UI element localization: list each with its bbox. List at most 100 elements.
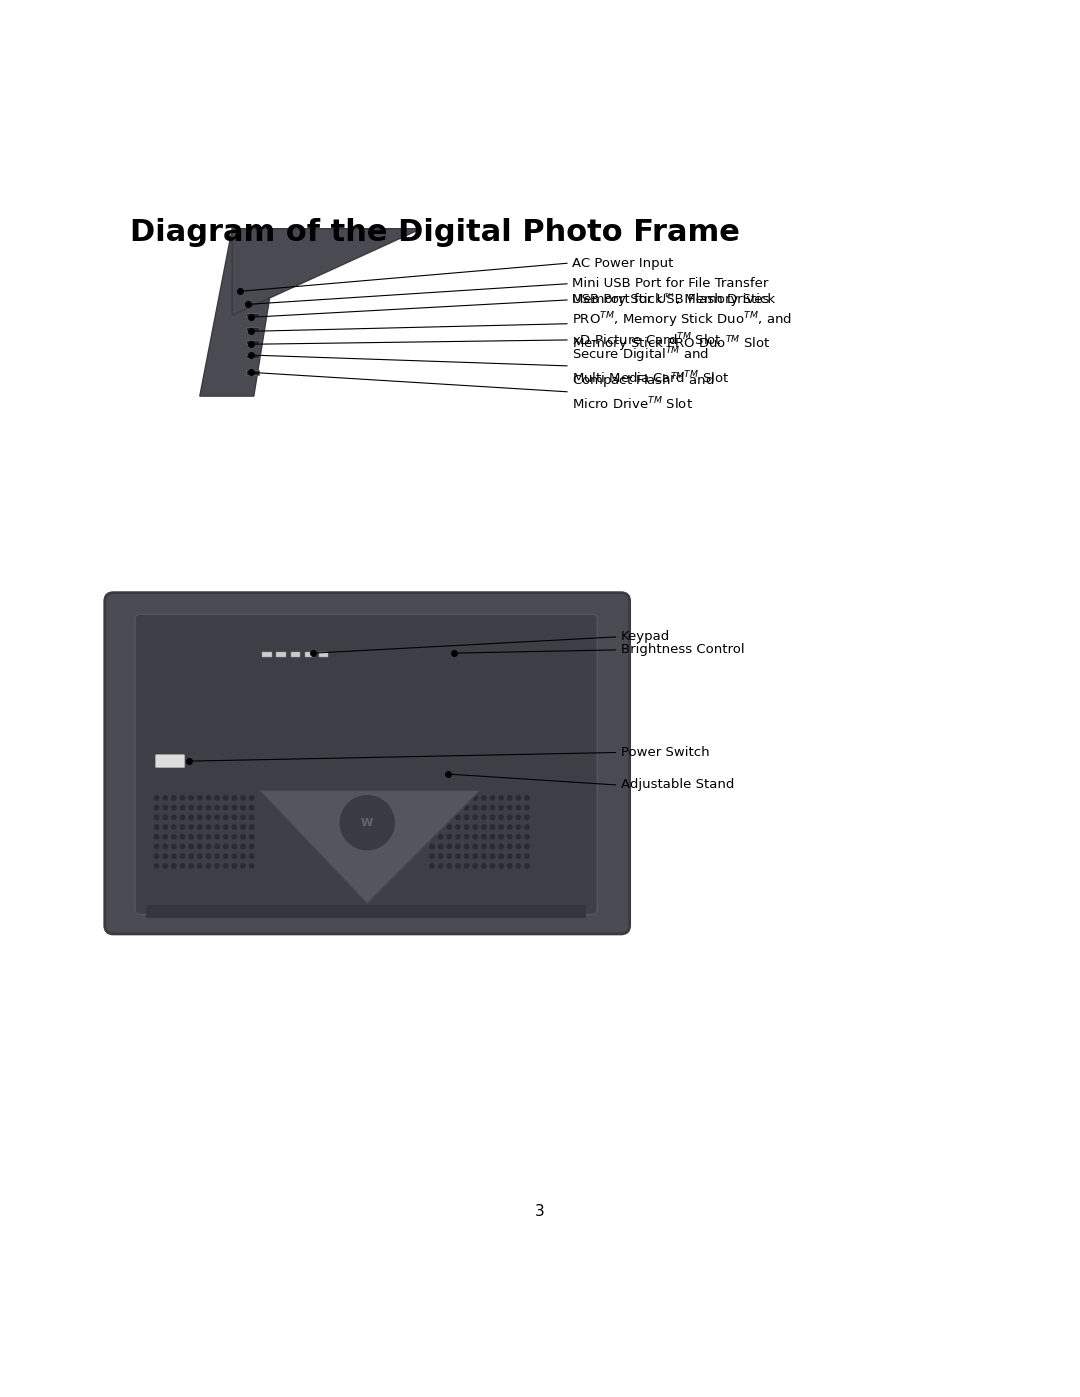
Circle shape <box>447 834 451 840</box>
Circle shape <box>516 844 521 848</box>
Circle shape <box>438 824 443 830</box>
Text: Compact Flash$^{TM}$ and
Micro Drive$^{TM}$ Slot: Compact Flash$^{TM}$ and Micro Drive$^{T… <box>572 372 715 412</box>
Circle shape <box>163 796 167 800</box>
Circle shape <box>163 814 167 820</box>
Circle shape <box>516 834 521 840</box>
Circle shape <box>180 796 185 800</box>
Circle shape <box>172 863 176 868</box>
Circle shape <box>516 824 521 830</box>
Text: USB Port for USB Flash Drives: USB Port for USB Flash Drives <box>572 293 770 306</box>
Text: AC Power Input: AC Power Input <box>572 257 674 270</box>
Circle shape <box>490 844 495 848</box>
Circle shape <box>482 814 486 820</box>
Circle shape <box>241 854 245 858</box>
Circle shape <box>215 834 219 840</box>
Circle shape <box>249 806 254 810</box>
Circle shape <box>490 814 495 820</box>
Circle shape <box>482 806 486 810</box>
Circle shape <box>206 834 211 840</box>
Circle shape <box>456 824 460 830</box>
Circle shape <box>482 844 486 848</box>
Circle shape <box>430 824 434 830</box>
Circle shape <box>154 854 159 858</box>
Circle shape <box>525 806 529 810</box>
Circle shape <box>525 854 529 858</box>
Circle shape <box>438 844 443 848</box>
Circle shape <box>154 814 159 820</box>
Circle shape <box>215 814 219 820</box>
Circle shape <box>508 834 512 840</box>
Circle shape <box>473 844 477 848</box>
Circle shape <box>456 796 460 800</box>
Circle shape <box>215 824 219 830</box>
Circle shape <box>241 796 245 800</box>
Circle shape <box>154 796 159 800</box>
Circle shape <box>456 863 460 868</box>
Circle shape <box>525 796 529 800</box>
Circle shape <box>249 863 254 868</box>
Circle shape <box>215 854 219 858</box>
FancyBboxPatch shape <box>105 592 630 935</box>
Circle shape <box>438 863 443 868</box>
Circle shape <box>464 824 469 830</box>
Circle shape <box>189 796 193 800</box>
Circle shape <box>241 863 245 868</box>
Bar <box>319 652 328 658</box>
Circle shape <box>224 806 228 810</box>
Bar <box>246 370 259 374</box>
Circle shape <box>525 844 529 848</box>
Circle shape <box>180 863 185 868</box>
Circle shape <box>508 844 512 848</box>
Circle shape <box>473 854 477 858</box>
Circle shape <box>473 806 477 810</box>
Circle shape <box>232 814 237 820</box>
Circle shape <box>206 814 211 820</box>
Circle shape <box>482 824 486 830</box>
Bar <box>305 652 314 658</box>
Circle shape <box>224 814 228 820</box>
Circle shape <box>456 806 460 810</box>
Circle shape <box>206 796 211 800</box>
Circle shape <box>232 806 237 810</box>
Circle shape <box>232 854 237 858</box>
Circle shape <box>482 834 486 840</box>
Circle shape <box>163 854 167 858</box>
Circle shape <box>215 844 219 848</box>
Bar <box>291 652 300 658</box>
Circle shape <box>508 796 512 800</box>
Bar <box>276 652 286 658</box>
Circle shape <box>508 814 512 820</box>
Circle shape <box>198 796 202 800</box>
Text: Diagram of the Digital Photo Frame: Diagram of the Digital Photo Frame <box>130 218 740 247</box>
Circle shape <box>198 844 202 848</box>
FancyBboxPatch shape <box>135 615 597 915</box>
Circle shape <box>464 806 469 810</box>
Circle shape <box>198 824 202 830</box>
Circle shape <box>516 814 521 820</box>
Circle shape <box>447 844 451 848</box>
Circle shape <box>232 863 237 868</box>
Circle shape <box>180 806 185 810</box>
Circle shape <box>456 854 460 858</box>
Polygon shape <box>259 791 481 904</box>
Circle shape <box>482 854 486 858</box>
Circle shape <box>482 863 486 868</box>
Circle shape <box>154 806 159 810</box>
Text: Secure Digital$^{TM}$ and
Multi Media Card$^{TM}$ Slot: Secure Digital$^{TM}$ and Multi Media Ca… <box>572 345 730 386</box>
Circle shape <box>189 824 193 830</box>
Text: Power Switch: Power Switch <box>621 746 710 759</box>
Circle shape <box>508 854 512 858</box>
Text: xD-Picture Card$^{TM}$ Slot: xD-Picture Card$^{TM}$ Slot <box>572 331 723 348</box>
Circle shape <box>206 863 211 868</box>
Circle shape <box>447 796 451 800</box>
Bar <box>246 339 259 344</box>
Circle shape <box>249 844 254 848</box>
Circle shape <box>473 863 477 868</box>
Circle shape <box>430 806 434 810</box>
Circle shape <box>490 806 495 810</box>
Circle shape <box>198 814 202 820</box>
Circle shape <box>232 796 237 800</box>
Polygon shape <box>232 229 421 316</box>
Circle shape <box>172 806 176 810</box>
Circle shape <box>189 814 193 820</box>
